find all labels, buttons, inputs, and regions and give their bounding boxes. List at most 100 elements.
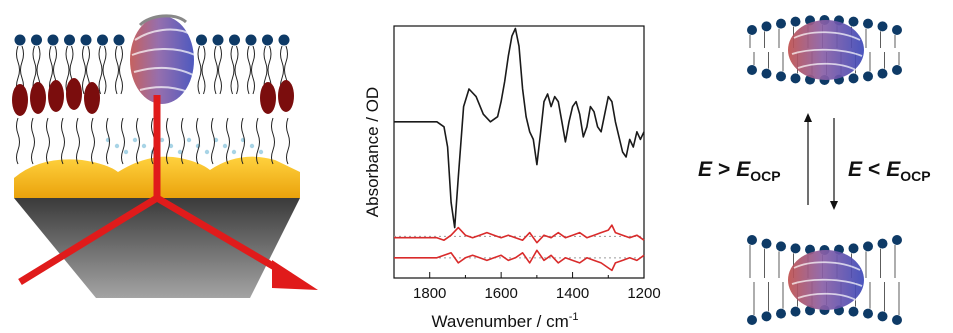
beta-barrel-protein-icon (130, 14, 196, 104)
lipid-head (790, 306, 801, 317)
lipid-tail (247, 45, 251, 95)
lipid-tail (230, 45, 235, 95)
lipid-head (47, 34, 59, 46)
lipid-head (892, 25, 902, 35)
lipid-head (863, 241, 873, 252)
water-molecule (141, 143, 147, 149)
lipid-head (776, 18, 786, 29)
lipid-tail (65, 45, 70, 95)
x-tick-label: 1800 (413, 285, 446, 302)
lipid-head (877, 311, 888, 322)
water-molecule (114, 143, 120, 149)
lipid-head (892, 65, 902, 75)
lipid-head (262, 34, 273, 46)
lipid-head (776, 308, 786, 319)
protein-strands (791, 31, 863, 71)
x-tick-label: 1600 (484, 285, 517, 302)
tether-anchor (278, 80, 294, 112)
tether-anchor (12, 84, 28, 116)
tether-chain (196, 117, 200, 165)
x-tick-label: 1400 (556, 285, 589, 302)
tether-chain (286, 117, 290, 165)
water-molecule (186, 137, 192, 143)
lipid-head (863, 71, 873, 82)
lipid-head (761, 238, 772, 249)
water-molecule (132, 137, 138, 143)
lipid-head (97, 34, 108, 46)
lipid-head (31, 34, 42, 46)
tether-anchor (48, 80, 64, 112)
tether-chain (256, 117, 260, 165)
ir-spectrum-chart: 1800 1600 1400 1200 Absorbance / OD Wavenum… (363, 25, 661, 331)
lipid-head (848, 306, 859, 317)
tether-chain (121, 117, 125, 165)
lipid-head (245, 34, 257, 46)
lipid-tail (102, 45, 107, 95)
prism (14, 198, 300, 298)
lipid-head (14, 34, 26, 46)
water-molecule (204, 149, 210, 155)
membrane-protein-state-icon (747, 235, 902, 325)
tether-anchor (84, 82, 100, 114)
tether-chain (241, 117, 245, 165)
membrane-on-gold-prism-illustration (12, 14, 318, 298)
lipid-head (196, 34, 207, 46)
lipid-head (848, 16, 859, 27)
lipid-head (877, 21, 888, 32)
lipid-head (761, 68, 772, 79)
lipid-tail (214, 45, 218, 95)
tether-anchor (260, 82, 276, 114)
lipid-head (776, 71, 786, 82)
tether-chain (226, 117, 230, 165)
lipid-head (790, 243, 801, 254)
lipid-head (776, 241, 786, 252)
lipid-head (848, 243, 859, 254)
tether-chain (106, 117, 110, 165)
lipid-head (761, 21, 772, 32)
water-molecule (177, 149, 183, 155)
water-molecule (159, 137, 165, 143)
ir-beam (18, 95, 318, 290)
lipid-head (790, 73, 801, 84)
potential-dependent-states: E > EOCP E < EOCP (698, 15, 931, 325)
x-tick-label: 1200 (627, 285, 660, 302)
plot-frame (393, 25, 645, 279)
water-molecule (123, 149, 129, 155)
lipid-head (80, 34, 92, 46)
lipid-head (848, 73, 859, 84)
water-molecule (231, 149, 237, 155)
water-molecule (258, 149, 264, 155)
tether-anchor (66, 78, 82, 110)
lipid-head (747, 315, 757, 325)
lipid-head (278, 34, 290, 46)
y-axis-label: Absorbance / OD (363, 87, 382, 217)
tether-anchor (30, 82, 46, 114)
lipid-head (747, 65, 757, 75)
upper-potential-condition: E > EOCP (698, 158, 781, 184)
lipid-head (747, 235, 757, 245)
lipid-tail (82, 45, 86, 95)
lipid-head (229, 34, 240, 46)
series-layer (394, 27, 645, 272)
lipid-tail (115, 45, 119, 95)
lipid-head (863, 18, 873, 29)
water-molecule (222, 143, 228, 149)
series-line-1 (394, 27, 645, 229)
lipid-head (212, 34, 224, 46)
x-axis-label-sup: -1 (569, 311, 579, 323)
lipid-head (761, 311, 772, 322)
tether-chain (166, 117, 170, 165)
tether-chain (211, 117, 215, 165)
lipid-head (877, 68, 888, 79)
lipid-tail (49, 45, 53, 95)
x-ticks: 1800 1600 1400 1200 (393, 272, 661, 302)
membrane-protein-state-icon (747, 15, 902, 85)
lipid-head (892, 235, 902, 245)
tether-chain (16, 117, 20, 165)
lipid-head (64, 34, 75, 46)
tether-chain (91, 117, 95, 165)
lipid-tail (251, 45, 255, 95)
lipid-tail (201, 45, 206, 95)
lower-potential-condition: E < EOCP (848, 158, 931, 184)
water-molecule (168, 143, 174, 149)
